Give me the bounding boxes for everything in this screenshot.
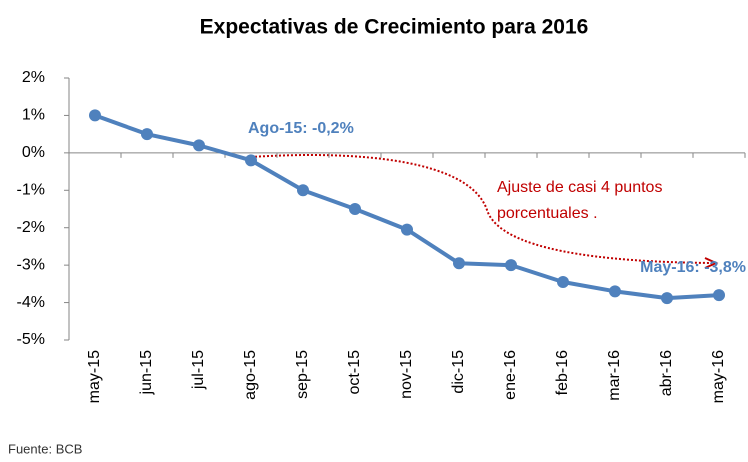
marker — [245, 154, 257, 167]
y-tick-label: -4% — [17, 294, 45, 311]
marker — [193, 139, 205, 152]
x-tick-label: oct-15 — [346, 350, 363, 395]
annotation: May-16: -3,8% — [640, 259, 746, 276]
x-tick-label: may-16 — [710, 350, 727, 403]
y-tick-label: -1% — [17, 182, 45, 199]
y-tick-label: 0% — [22, 144, 45, 161]
annotation: Ajuste de casi 4 puntos — [497, 179, 662, 196]
y-tick-label: 1% — [22, 107, 45, 124]
x-tick-label: jun-15 — [138, 350, 155, 396]
marker — [297, 184, 309, 197]
chart-title: Expectativas de Crecimiento para 2016 — [200, 16, 589, 39]
y-tick-label: -5% — [17, 331, 45, 348]
x-tick-label: may-15 — [86, 350, 103, 403]
marker — [661, 292, 673, 305]
source: Fuente: BCB — [8, 441, 82, 456]
marker — [401, 223, 413, 236]
x-tick-label: dic-15 — [450, 350, 467, 394]
x-tick-label: ago-15 — [242, 350, 259, 400]
line — [94, 113, 720, 301]
x-tick-label: feb-16 — [554, 350, 571, 395]
y-tick-label: 2% — [22, 69, 45, 86]
marker — [349, 203, 361, 215]
marker — [557, 275, 569, 288]
x-tick-label: sep-15 — [294, 350, 311, 399]
arrow-head — [704, 257, 719, 269]
annotation: porcentuales . — [497, 205, 598, 222]
marker — [453, 257, 465, 270]
x-tick-label: ene-16 — [502, 350, 519, 400]
marker — [141, 128, 153, 141]
marker — [89, 109, 101, 122]
annotation: Ago-15: -0,2% — [248, 120, 354, 137]
marker — [713, 289, 725, 302]
x-tick-label: jul-15 — [190, 350, 207, 390]
x-tick-label: nov-15 — [398, 350, 415, 399]
y-tick-label: -2% — [17, 219, 45, 236]
marker — [505, 259, 517, 272]
x-tick-label: mar-16 — [606, 350, 623, 401]
y-tick-label: -3% — [17, 256, 45, 273]
marker — [609, 285, 621, 298]
x-tick-label: abr-16 — [658, 350, 675, 396]
arrow-curve — [250, 154, 713, 264]
